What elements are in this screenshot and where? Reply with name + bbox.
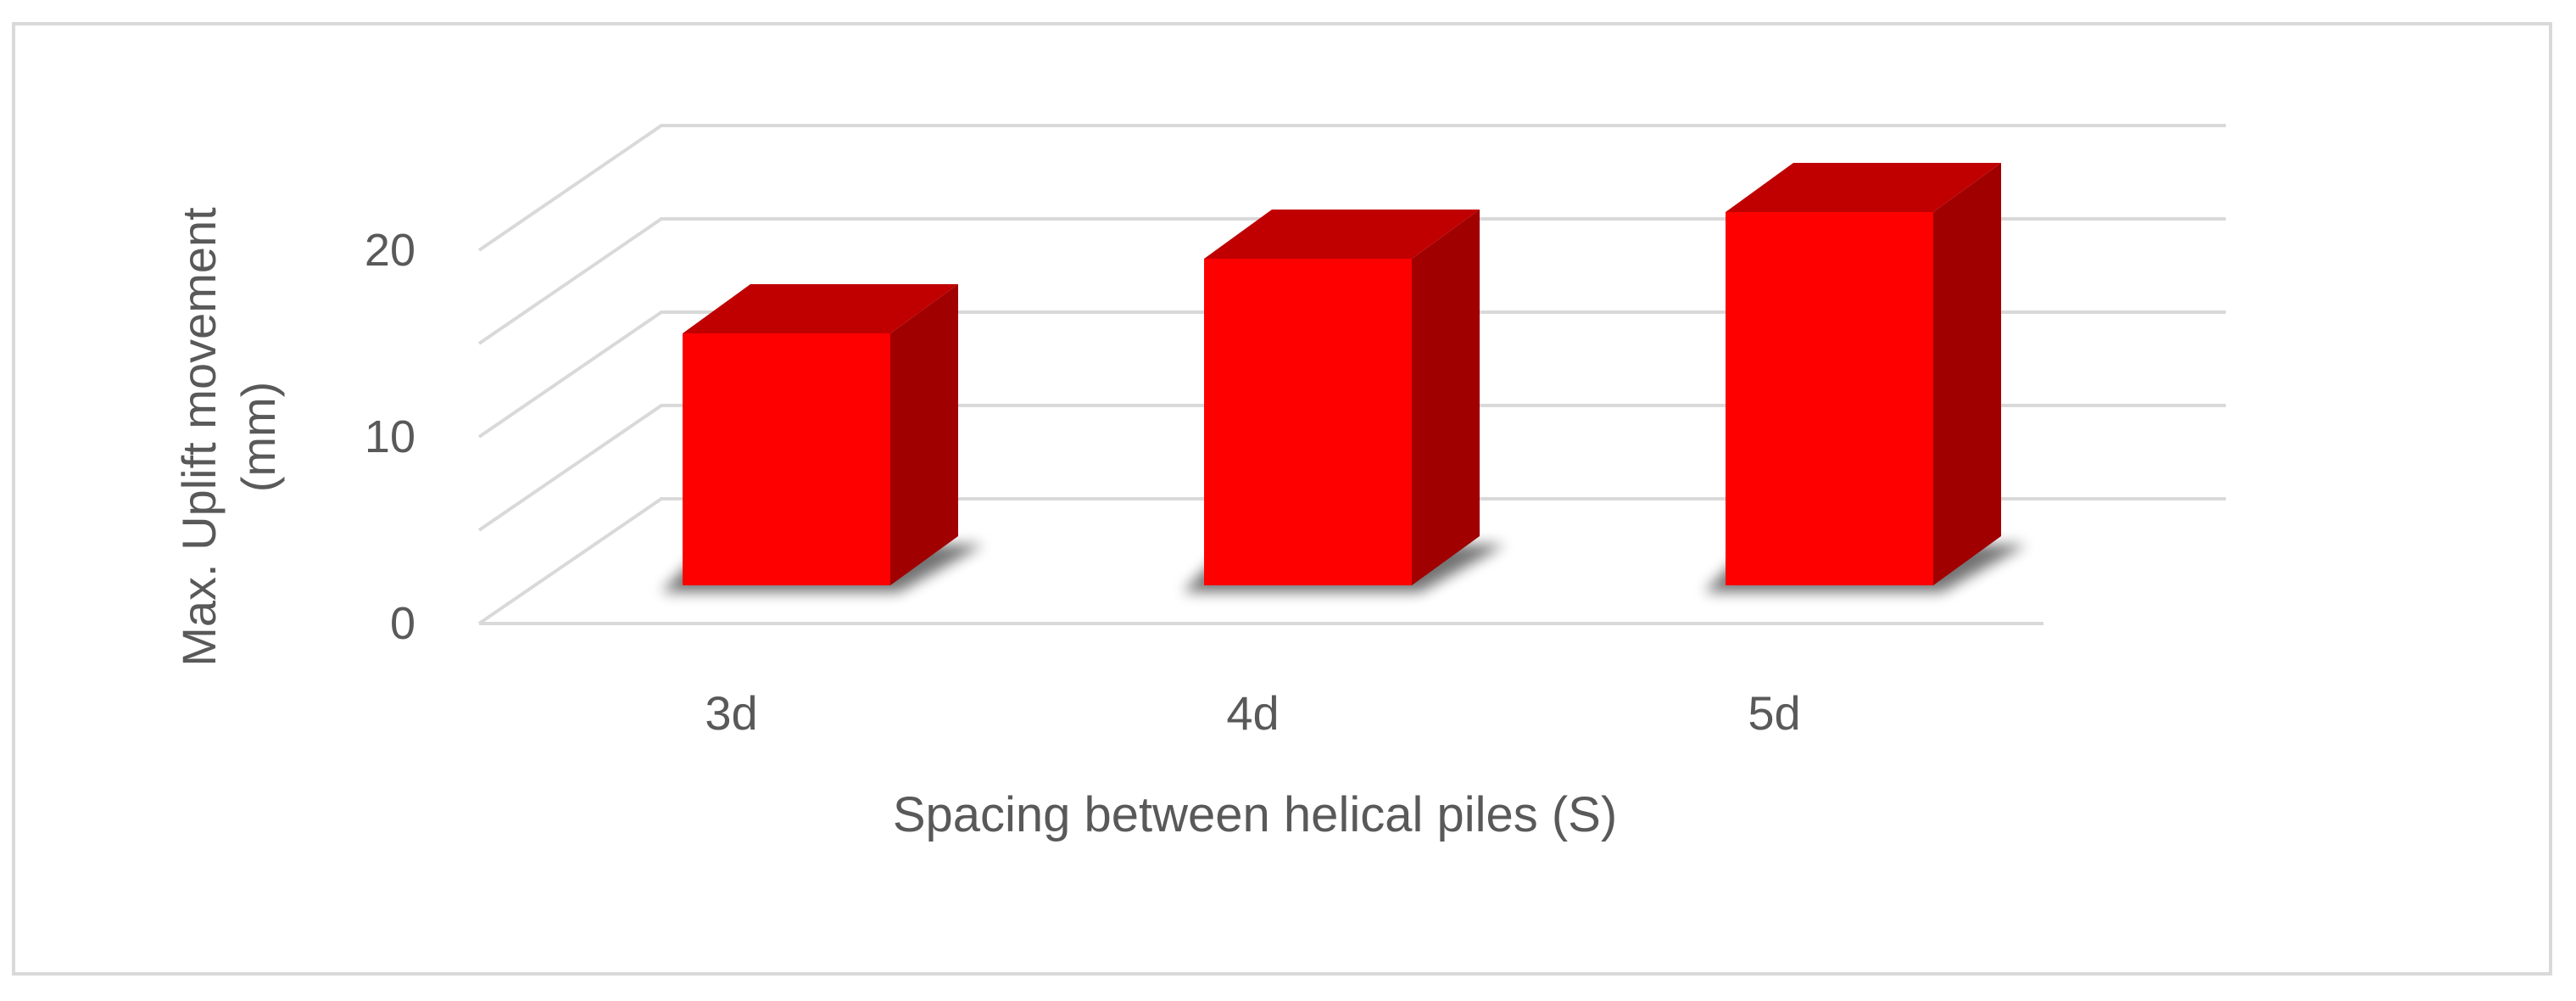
y-tick-label: 10 [365,411,415,462]
bar-4d [1183,210,1505,592]
gridline [477,124,2226,252]
bar-side [890,284,958,585]
bar-top [1204,210,1480,259]
gridline [477,310,2226,439]
y-axis-title: Max. Uplift movement (mm) [172,207,285,667]
gridline [477,497,2226,625]
gridline [477,404,2226,532]
bar-top [1726,163,2001,212]
bar-3d [661,284,984,592]
bar-front [683,333,890,585]
bar-5d [1704,163,2027,592]
y-tick-label: 20 [365,225,415,276]
x-axis-title: Spacing between helical piles (S) [893,787,1617,842]
bar-front [1726,212,1933,585]
bar-side [1933,163,2001,585]
bars-layer [661,163,2027,592]
grid-layer [477,124,2226,625]
gridline [477,217,2226,345]
bar-front [1204,259,1412,585]
x-tick-label: 3d [705,686,757,740]
y-tick-label: 0 [390,598,415,649]
labels-layer: 0 10 20 3d 4d 5d [365,225,1801,740]
x-tick-label: 5d [1748,686,1800,740]
x-tick-label: 4d [1226,686,1279,740]
bar-side [1412,210,1480,585]
bar-top [683,284,958,333]
